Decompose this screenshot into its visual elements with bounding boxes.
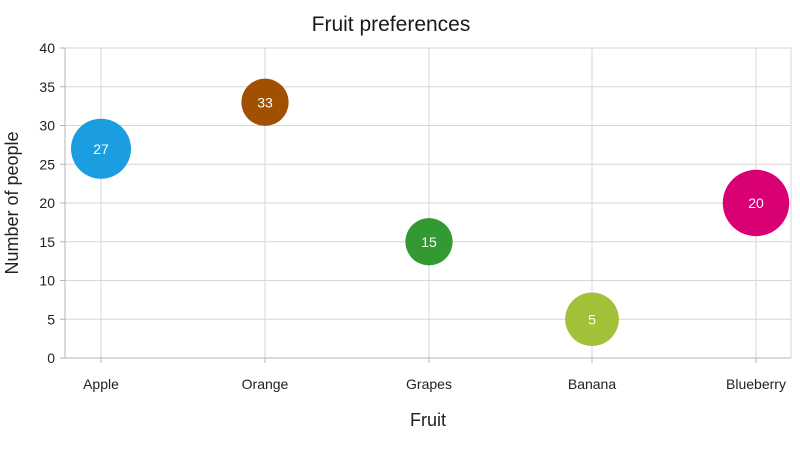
y-tick-label: 25	[39, 156, 55, 172]
x-tick-label: Grapes	[406, 376, 452, 392]
bubble-data-label: 27	[93, 141, 109, 157]
bubble-blueberry[interactable]	[722, 169, 790, 237]
y-tick-label: 5	[47, 311, 55, 327]
y-axis-title: Number of people	[2, 131, 22, 274]
x-tick-label: Banana	[568, 376, 616, 392]
bubble-data-label: 20	[748, 195, 764, 211]
bubble-data-label: 15	[421, 234, 437, 250]
chart-title: Fruit preferences	[312, 13, 471, 36]
y-tick-label: 15	[39, 234, 55, 250]
bubble-banana[interactable]	[565, 292, 619, 347]
y-tick-label: 0	[47, 350, 55, 366]
x-axis-ticks: Apple Orange Grapes Banana Blueberry	[83, 358, 786, 392]
bubbles: 27 33 15 5 20	[71, 78, 790, 347]
y-tick-label: 30	[39, 118, 55, 134]
x-tick-label: Orange	[242, 376, 289, 392]
bubble-apple[interactable]	[71, 118, 131, 179]
y-tick-label: 35	[39, 79, 55, 95]
y-tick-label: 10	[39, 273, 55, 289]
y-tick-label: 20	[39, 195, 55, 211]
bubble-data-label: 33	[257, 94, 273, 110]
x-tick-label: Apple	[83, 376, 119, 392]
bubble-orange[interactable]	[241, 78, 289, 126]
y-tick-label: 40	[39, 40, 55, 56]
x-axis-title: Fruit	[410, 410, 446, 430]
x-tick-label: Blueberry	[726, 376, 786, 392]
gridlines	[65, 47, 792, 358]
bubble-grapes[interactable]	[405, 218, 453, 266]
bubble-data-label: 5	[588, 311, 596, 327]
y-axis-ticks: 0 5 10 15 20 25 30 35 40	[39, 40, 65, 366]
